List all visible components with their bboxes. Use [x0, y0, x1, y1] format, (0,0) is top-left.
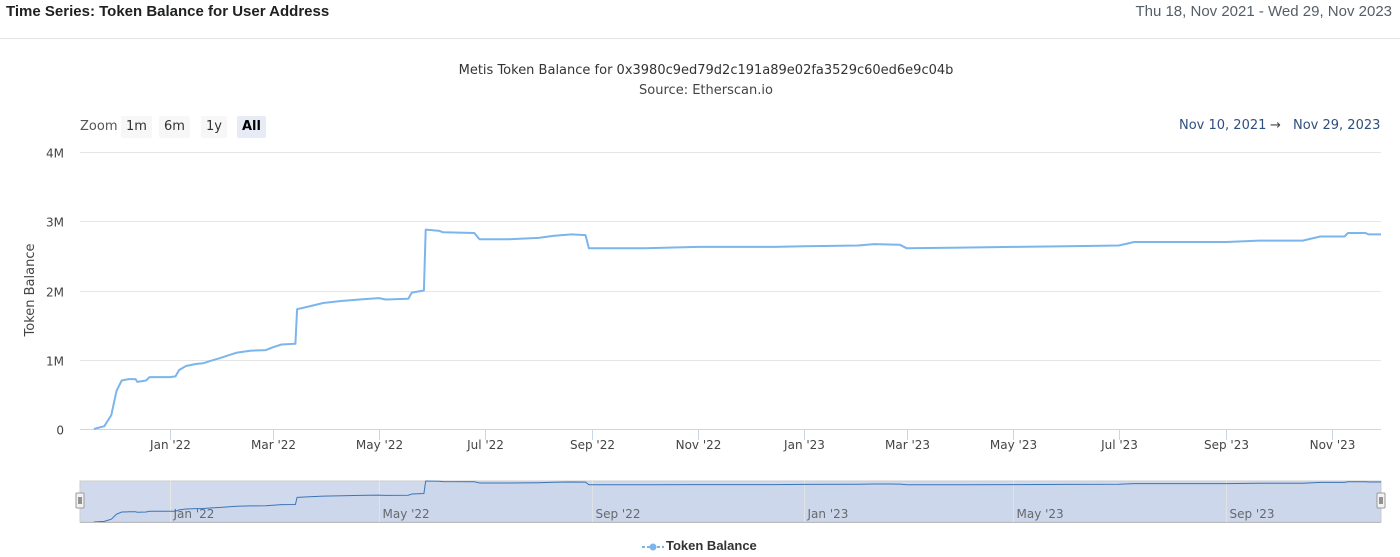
navigator[interactable]: Jan '22 May '22 Sep '22 Jan '23 May '23 Sep '… [75, 480, 1386, 523]
zoom-all-button[interactable]: All [237, 116, 266, 138]
x-tick-label: Jul '23 [1100, 438, 1138, 452]
zoom-label: Zoom [80, 119, 118, 134]
x-tick-label: May '22 [356, 438, 403, 452]
panel-header: Time Series: Token Balance for User Addr… [0, 0, 1400, 39]
range-to-input[interactable]: Nov 29, 2023 [1293, 118, 1381, 133]
x-tick-label: Jan '22 [149, 438, 191, 452]
x-tick-label: Mar '22 [251, 438, 296, 452]
grid-lines [80, 152, 1381, 361]
zoom-6m-button[interactable]: 6m [159, 116, 190, 138]
navigator-right-handle[interactable] [1376, 492, 1386, 509]
y-tick-label: 2M [46, 286, 64, 300]
x-tick-label: Jul '22 [466, 438, 504, 452]
legend-item[interactable]: Token Balance [642, 538, 757, 553]
zoom-1m-button[interactable]: 1m [121, 116, 152, 138]
panel-date-range: Thu 18, Nov 2021 - Wed 29, Nov 2023 [1135, 3, 1392, 20]
navigator-tick-label: Jan '23 [807, 507, 849, 521]
range-from-input[interactable]: Nov 10, 2021 [1179, 118, 1267, 133]
y-tick-label: 0 [56, 424, 64, 438]
navigator-tick-label: Sep '22 [596, 507, 641, 521]
x-tick-label: Mar '23 [885, 438, 930, 452]
y-tick-label: 4M [46, 147, 64, 161]
navigator-tick-label: May '22 [383, 507, 430, 521]
y-axis-title: Token Balance [23, 244, 38, 338]
y-axis-labels: 0 1M 2M 3M 4M [46, 147, 64, 438]
navigator-line [93, 480, 1381, 523]
x-tick-label: Jan '23 [783, 438, 825, 452]
x-tick-label: Sep '22 [570, 438, 615, 452]
chart-subtitle: Source: Etherscan.io [639, 83, 773, 98]
x-tick-label: Nov '23 [1310, 438, 1356, 452]
x-axis-ticks: Jan '22 Mar '22 May '22 Jul '22 Sep '22 Nov '… [149, 430, 1355, 452]
zoom-1y-button[interactable]: 1y [201, 116, 227, 138]
chart-title: Metis Token Balance for 0x3980c9ed79d2c1… [458, 63, 954, 78]
legend-symbol-icon [642, 543, 664, 551]
navigator-area [93, 481, 1381, 522]
navigator-left-handle[interactable] [75, 492, 85, 509]
y-tick-label: 1M [46, 355, 64, 369]
series-line[interactable] [93, 228, 1381, 430]
x-tick-label: Nov '22 [676, 438, 722, 452]
y-tick-label: 3M [46, 216, 64, 230]
navigator-tick-label: May '23 [1017, 507, 1064, 521]
navigator-tick-label: Jan '22 [173, 507, 215, 521]
x-tick-label: Sep '23 [1204, 438, 1249, 452]
panel-title: Time Series: Token Balance for User Addr… [6, 3, 330, 20]
x-tick-label: May '23 [990, 438, 1037, 452]
range-arrow-icon: → [1270, 118, 1281, 133]
legend-label: Token Balance [666, 538, 757, 553]
navigator-tick-label: Sep '23 [1230, 507, 1275, 521]
